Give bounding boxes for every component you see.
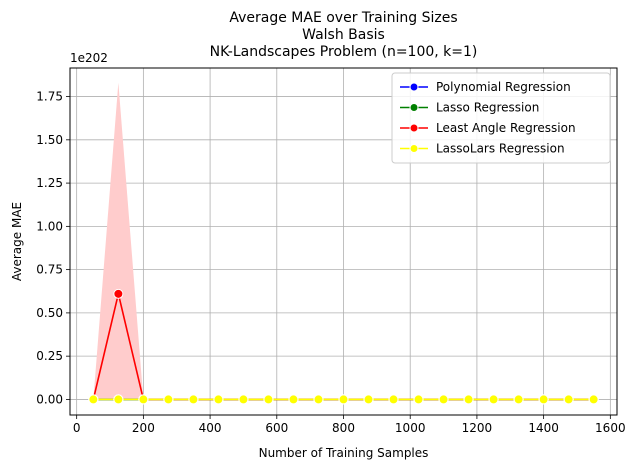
x-tick-label-0: 0 xyxy=(73,421,81,435)
point-3-9 xyxy=(313,394,324,405)
legend-marker-2 xyxy=(409,123,419,133)
legend-entry-2: Least Angle Regression xyxy=(436,121,576,135)
point-3-8 xyxy=(288,394,299,405)
x-tick-label-3: 600 xyxy=(265,421,288,435)
point-3-17 xyxy=(513,394,524,405)
title-line-2: NK-Landscapes Problem (n=100, k=1) xyxy=(210,44,478,60)
title-line-0: Average MAE over Training Sizes xyxy=(229,10,457,26)
point-3-20 xyxy=(588,394,599,405)
point-3-5 xyxy=(213,394,224,405)
y-axis-label: Average MAE xyxy=(10,202,24,281)
legend-marker-3 xyxy=(409,144,419,153)
point-3-19 xyxy=(563,394,574,405)
series-points xyxy=(88,288,599,405)
y-tick-label-1: 0.25 xyxy=(36,349,63,363)
point-3-18 xyxy=(538,394,549,405)
x-ticks: 0 200 400 600 800 1000 1200 1400 1600 xyxy=(73,415,626,435)
point-3-0 xyxy=(88,394,99,405)
point-3-6 xyxy=(238,394,249,405)
x-tick-label-7: 1400 xyxy=(528,421,559,435)
y-tick-label-2: 0.50 xyxy=(36,306,63,320)
point-3-16 xyxy=(488,394,499,405)
y-offset-text: 1e202 xyxy=(70,51,108,65)
x-tick-label-1: 200 xyxy=(132,421,155,435)
x-tick-label-8: 1600 xyxy=(595,421,626,435)
y-tick-label-0: 0.00 xyxy=(36,392,63,406)
y-ticks: 0.00 0.25 0.50 0.75 1.00 1.25 1.50 1.75 xyxy=(36,90,70,406)
legend: Polynomial Regression Lasso Regression Lea… xyxy=(391,72,611,164)
legend-box xyxy=(391,72,611,164)
y-tick-label-7: 1.75 xyxy=(36,90,63,104)
point-3-4 xyxy=(188,394,199,405)
y-tick-label-4: 1.00 xyxy=(36,219,63,233)
legend-marker-1 xyxy=(409,103,419,112)
point-3-10 xyxy=(338,394,349,405)
point-3-1 xyxy=(113,394,124,405)
legend-entry-3: LassoLars Regression xyxy=(436,142,565,156)
legend-entry-0: Polynomial Regression xyxy=(436,80,571,94)
point-2-1 xyxy=(113,288,124,299)
point-3-15 xyxy=(463,394,474,405)
y-tick-label-3: 0.75 xyxy=(36,263,63,277)
point-3-11 xyxy=(363,394,374,405)
point-3-13 xyxy=(413,394,424,405)
point-3-7 xyxy=(263,394,274,405)
point-3-2 xyxy=(138,394,149,405)
point-3-12 xyxy=(388,394,399,405)
point-3-14 xyxy=(438,394,449,405)
x-tick-label-2: 400 xyxy=(199,421,222,435)
x-axis-label: Number of Training Samples xyxy=(259,446,429,460)
y-tick-label-6: 1.50 xyxy=(36,133,63,147)
x-tick-label-6: 1200 xyxy=(462,421,493,435)
y-tick-label-5: 1.25 xyxy=(36,176,63,190)
x-tick-label-5: 1000 xyxy=(395,421,426,435)
legend-entry-1: Lasso Regression xyxy=(436,101,539,115)
x-tick-label-4: 800 xyxy=(332,421,355,435)
point-3-3 xyxy=(163,394,174,405)
legend-marker-0 xyxy=(409,82,419,92)
title-line-1: Walsh Basis xyxy=(302,27,385,43)
